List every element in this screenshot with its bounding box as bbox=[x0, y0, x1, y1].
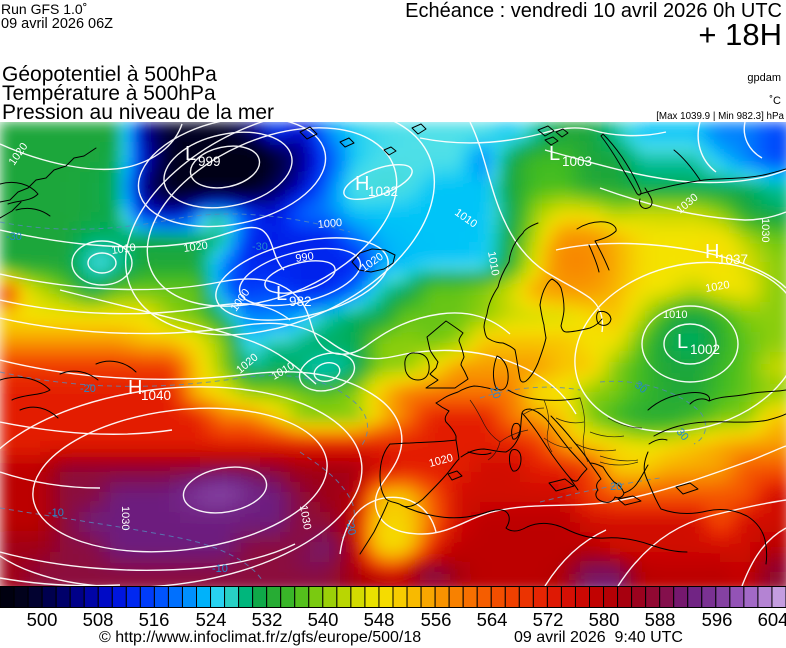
svg-text:-30: -30 bbox=[6, 231, 22, 243]
svg-text:1032: 1032 bbox=[368, 184, 398, 199]
svg-text:1030: 1030 bbox=[759, 218, 771, 242]
svg-text:1020: 1020 bbox=[183, 240, 209, 255]
svg-text:1020: 1020 bbox=[704, 279, 730, 295]
svg-text:1010: 1010 bbox=[111, 242, 137, 257]
svg-text:20: 20 bbox=[610, 481, 622, 493]
svg-text:1010: 1010 bbox=[663, 309, 687, 321]
svg-text:990: 990 bbox=[295, 251, 315, 265]
svg-text:H: H bbox=[705, 241, 719, 263]
svg-text:1037: 1037 bbox=[718, 252, 748, 267]
svg-text:L: L bbox=[185, 143, 196, 165]
svg-text:1030: 1030 bbox=[119, 506, 131, 530]
svg-text:L: L bbox=[276, 283, 287, 305]
svg-text:1040: 1040 bbox=[141, 388, 171, 403]
svg-text:-10: -10 bbox=[48, 507, 64, 519]
svg-text:999: 999 bbox=[198, 154, 221, 169]
svg-text:-20: -20 bbox=[343, 518, 358, 536]
svg-text:L: L bbox=[549, 143, 560, 165]
svg-text:982: 982 bbox=[289, 294, 312, 309]
svg-text:1002: 1002 bbox=[690, 342, 720, 357]
svg-text:L: L bbox=[677, 331, 688, 353]
svg-text:1003: 1003 bbox=[562, 154, 592, 169]
svg-text:1010: 1010 bbox=[485, 250, 501, 276]
svg-text:-20: -20 bbox=[80, 383, 96, 395]
svg-text:H: H bbox=[355, 173, 369, 195]
svg-text:-30: -30 bbox=[252, 241, 268, 253]
svg-text:H: H bbox=[128, 377, 142, 399]
svg-text:1030: 1030 bbox=[297, 504, 313, 530]
svg-text:1000: 1000 bbox=[317, 217, 342, 231]
svg-text:20: 20 bbox=[487, 385, 502, 401]
svg-text:-10: -10 bbox=[212, 563, 228, 575]
